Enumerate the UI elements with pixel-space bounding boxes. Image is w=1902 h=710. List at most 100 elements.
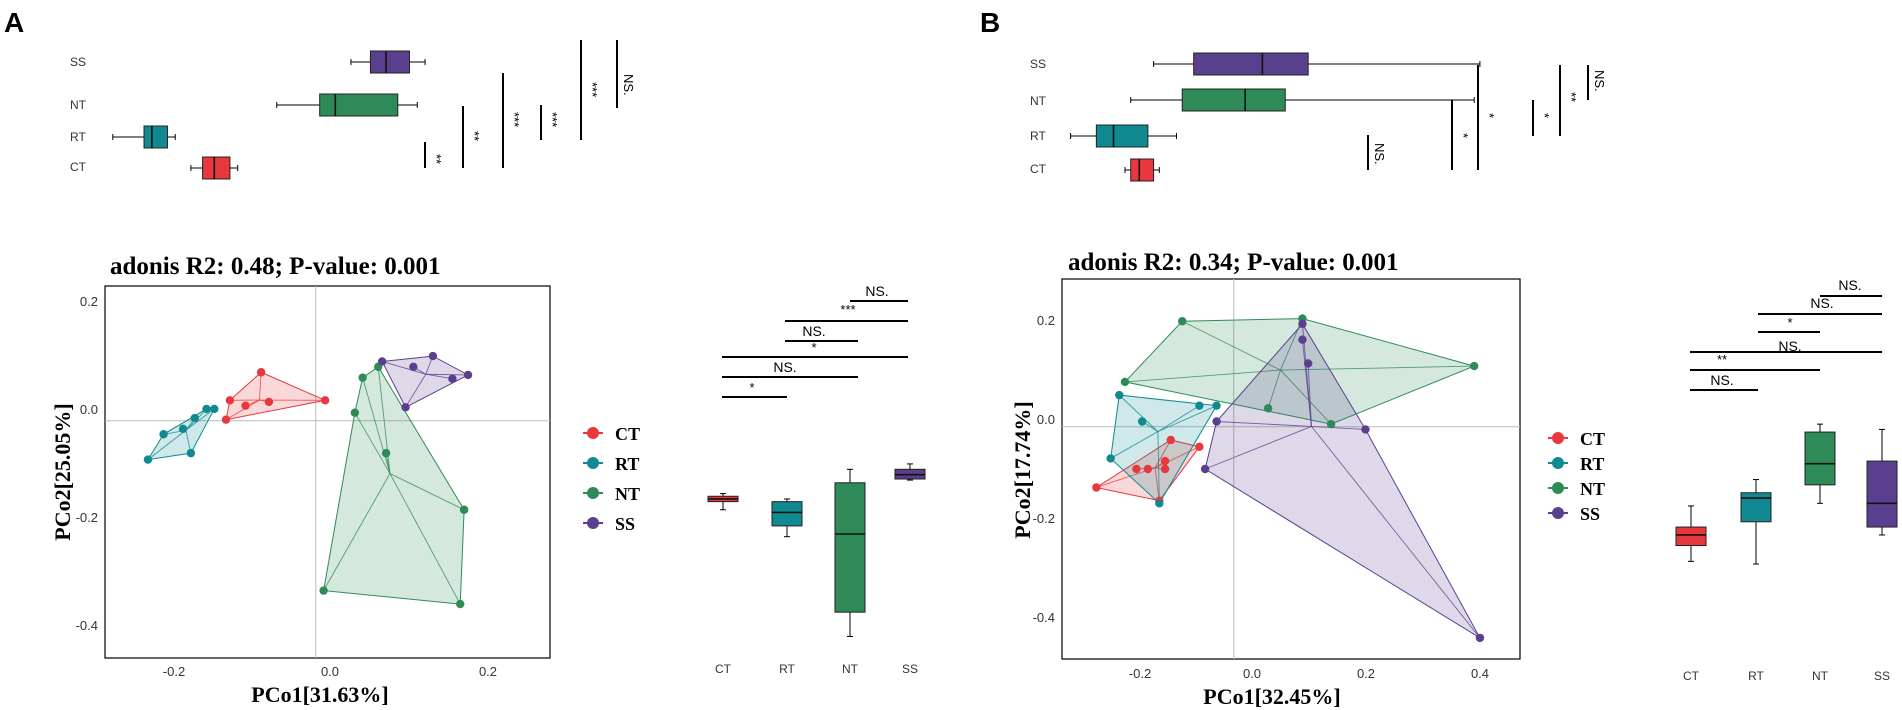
top-sig-b-label-5: ** — [1564, 92, 1579, 102]
right-box-a-label-nt: NT — [842, 662, 859, 676]
right-sig-a-label-1: * — [749, 380, 754, 395]
legend-b-ss-label: SS — [1580, 504, 1600, 524]
scatter-b-point-ss-3 — [1361, 425, 1370, 434]
right-sig-b-label-3: NS. — [1778, 338, 1801, 354]
scatter-b-xtick-3: 0.2 — [1357, 666, 1375, 681]
scatter-b-spoke-nt-5 — [1267, 369, 1281, 409]
scatter-b-xtick-1: -0.2 — [1129, 666, 1151, 681]
legend-b-ss-dot — [1552, 507, 1564, 519]
right-boxplot-a: * NS. * NS. *** NS. CT RT NT SS — [707, 283, 926, 676]
scatter-b-ytick-1: 0.2 — [1037, 313, 1055, 328]
scatter-a-point-ss-5 — [463, 370, 473, 380]
scatter-a-spoke-ct-3 — [258, 372, 262, 401]
top-sig-a-label-3: *** — [507, 112, 522, 127]
right-sig-a-label-3: * — [811, 340, 816, 355]
top-box-b-label-ss: SS — [1030, 57, 1046, 71]
right-sig-a-label-6: NS. — [865, 283, 888, 299]
scatter-b-spoke-rt-1 — [1110, 431, 1159, 459]
panel-a-label: A — [4, 7, 24, 38]
right-box-a-label-ss: SS — [902, 662, 918, 676]
scatter-b-point-ss-7 — [1303, 359, 1313, 368]
scatter-b-spoke-ss-2 — [1302, 339, 1312, 427]
scatter-b-point-ss-5 — [1200, 464, 1210, 474]
legend-a-rt-dot — [587, 457, 599, 469]
panel-a: A SS NT RT CT ** ** *** *** *** NS. adon… — [4, 7, 926, 707]
right-box-b-label-rt: RT — [1748, 669, 1764, 683]
scatter-b-point-nt-4 — [1470, 361, 1479, 371]
scatter-b-spoke-nt-2 — [1182, 320, 1281, 371]
scatter-a-ytick-1: 0.2 — [80, 294, 98, 309]
legend-a-rt-label: RT — [615, 454, 639, 474]
scatter-b-point-nt-2 — [1178, 317, 1187, 326]
scatter-a-spoke-nt-3 — [354, 412, 391, 474]
right-box-b-label-ct: CT — [1683, 669, 1700, 683]
top-boxplot-b: SS NT RT CT NS. * * * ** NS. — [1030, 52, 1607, 182]
legend-b-rt-dot — [1552, 457, 1564, 469]
right-boxplot-b: NS. ** NS. * NS. NS. CT RT NT SS — [1675, 277, 1898, 683]
legend-a-ct-label: CT — [615, 424, 640, 444]
scatter-a — [105, 286, 550, 658]
scatter-b-ytick-3: -0.2 — [1033, 511, 1055, 526]
scatter-b-xlabel: PCo1[32.45%] — [1203, 684, 1340, 709]
top-box-b-label-rt: RT — [1030, 129, 1046, 143]
scatter-a-point-nt-6 — [456, 599, 465, 609]
top-box-b-label-nt: NT — [1030, 94, 1047, 108]
legend-b-ct-dot — [1552, 432, 1564, 444]
scatter-a-point-rt-6 — [202, 404, 211, 414]
panel-b: B SS NT RT CT NS. * * * ** NS. adonis R2… — [980, 7, 1898, 709]
top-sig-a-label-6: NS. — [621, 74, 636, 96]
scatter-a-point-rt-5 — [190, 413, 199, 423]
legend-a-nt-dot — [587, 487, 599, 499]
scatter-b — [1062, 279, 1520, 659]
panel-b-label: B — [980, 7, 1000, 38]
scatter-a-point-ct-6 — [320, 396, 330, 405]
scatter-b-point-rt-5 — [1195, 401, 1204, 410]
scatter-a-xtick-2: 0.0 — [321, 664, 339, 679]
scatter-a-hull-nt — [323, 366, 465, 605]
scatter-a-spoke-ss-6 — [405, 374, 427, 408]
top-sig-b-label-2: * — [1456, 133, 1471, 138]
right-box-b-label-ss: SS — [1874, 669, 1890, 683]
scatter-a-point-nt-7 — [319, 586, 328, 595]
scatter-b-point-ss-2 — [1298, 335, 1307, 344]
legend-a: CT RT NT SS — [583, 424, 640, 534]
scatter-b-point-nt-1 — [1120, 377, 1130, 387]
right-box-a-label-ct: CT — [715, 662, 732, 676]
top-box-a-label-ct: CT — [70, 160, 87, 174]
scatter-a-point-ss-1 — [377, 357, 387, 366]
right-box-a-box-nt — [834, 482, 866, 613]
scatter-a-spoke-nt-6 — [389, 473, 461, 605]
scatter-a-spoke-nt-5 — [389, 473, 465, 511]
scatter-b-spoke-ss-7 — [1307, 363, 1312, 427]
scatter-b-point-nt-5 — [1263, 404, 1273, 413]
scatter-b-point-ss-1 — [1298, 319, 1307, 329]
top-sig-b-label-3: * — [1482, 113, 1497, 118]
right-box-b-box-nt — [1804, 431, 1836, 486]
scatter-a-ytick-3: -0.2 — [76, 510, 98, 525]
scatter-b-xtick-4: 0.4 — [1471, 666, 1489, 681]
top-boxplot-a: SS NT RT CT ** ** *** *** *** NS. — [70, 40, 636, 180]
scatter-a-point-nt-1 — [358, 373, 367, 382]
scatter-b-spoke-nt-1 — [1124, 369, 1281, 383]
scatter-a-point-rt-7 — [210, 404, 219, 414]
scatter-a-point-rt-4 — [186, 448, 196, 458]
scatter-a-title: adonis R2: 0.48; P-value: 0.001 — [110, 253, 441, 280]
scatter-a-hull-ct — [225, 371, 327, 421]
top-sig-b-label-4: * — [1537, 113, 1552, 118]
legend-b-nt-label: NT — [1580, 479, 1605, 499]
top-box-a-box-nt — [319, 93, 399, 117]
scatter-b-point-rt-2 — [1115, 390, 1124, 400]
scatter-a-point-nt-3 — [350, 408, 360, 417]
scatter-b-ytick-2: 0.0 — [1037, 412, 1055, 427]
scatter-b-title: adonis R2: 0.34; P-value: 0.001 — [1068, 249, 1399, 276]
top-box-b-box-nt — [1181, 88, 1286, 112]
scatter-b-plot-area — [1061, 278, 1521, 660]
scatter-b-point-ct-3 — [1143, 464, 1153, 474]
top-sig-b-label-1: NS. — [1372, 143, 1387, 165]
legend-a-ct-dot — [587, 427, 599, 439]
right-box-b-box-rt — [1740, 492, 1772, 523]
scatter-b-spoke-rt-5 — [1157, 405, 1200, 432]
scatter-a-point-ct-1 — [225, 396, 235, 405]
top-box-a-label-rt: RT — [70, 130, 86, 144]
